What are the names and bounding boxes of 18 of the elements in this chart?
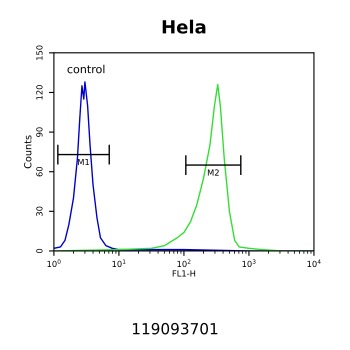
annotation: M1 bbox=[78, 158, 90, 166]
x-tick-label: 10$^{3}$ bbox=[242, 259, 256, 268]
y-axis-title: Counts bbox=[24, 135, 32, 168]
y-tick-label: 30 bbox=[36, 206, 43, 216]
y-tick-label: 150 bbox=[36, 45, 43, 60]
y-tick-label: 60 bbox=[36, 166, 43, 176]
y-tick-label: 120 bbox=[36, 85, 43, 100]
annotation: M2 bbox=[208, 169, 219, 176]
x-tick-label: 10$^{2}$ bbox=[178, 259, 190, 268]
x-tick-label: 10$^{1}$ bbox=[112, 260, 126, 268]
y-tick-label: 0 bbox=[36, 248, 43, 254]
x-axis-title: FL1-H bbox=[172, 270, 196, 276]
x-tick-label: 10$^{0}$ bbox=[47, 259, 61, 268]
x-tick-label: 10$^{4}$ bbox=[308, 260, 321, 268]
text: 119093701 bbox=[132, 322, 218, 334]
annotation: control bbox=[68, 64, 104, 74]
y-tick-label: 90 bbox=[36, 127, 43, 137]
chart-title: Hela bbox=[162, 20, 206, 34]
